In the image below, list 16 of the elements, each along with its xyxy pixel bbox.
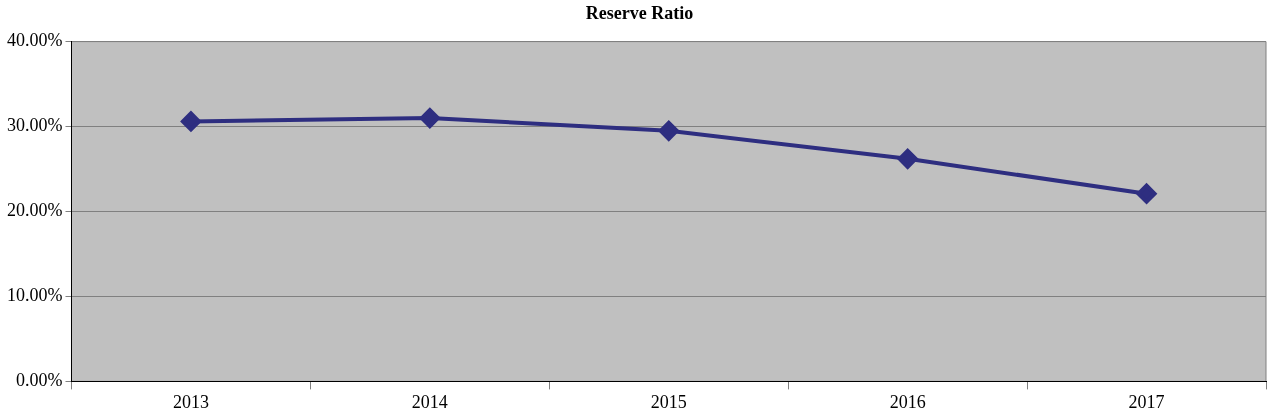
y-tick-label: 10.00% [6,285,63,306]
y-tick-label: 0.00% [15,370,63,391]
point [897,148,918,169]
y-tick-label: 20.00% [6,200,63,221]
chart-title: Reserve Ratio [585,3,694,24]
point [180,111,201,132]
x-tick-label: 2017 [1128,391,1165,412]
y-tick-label: 30.00% [6,115,63,136]
x-tick-label: 2014 [411,391,448,412]
x-tick-label: 2013 [172,391,209,412]
point [658,120,679,141]
x-tick-label: 2016 [889,391,926,412]
point [419,108,440,129]
point [1136,183,1157,204]
y-tick-label: 40.00% [6,30,63,51]
x-tick-label: 2015 [650,391,687,412]
